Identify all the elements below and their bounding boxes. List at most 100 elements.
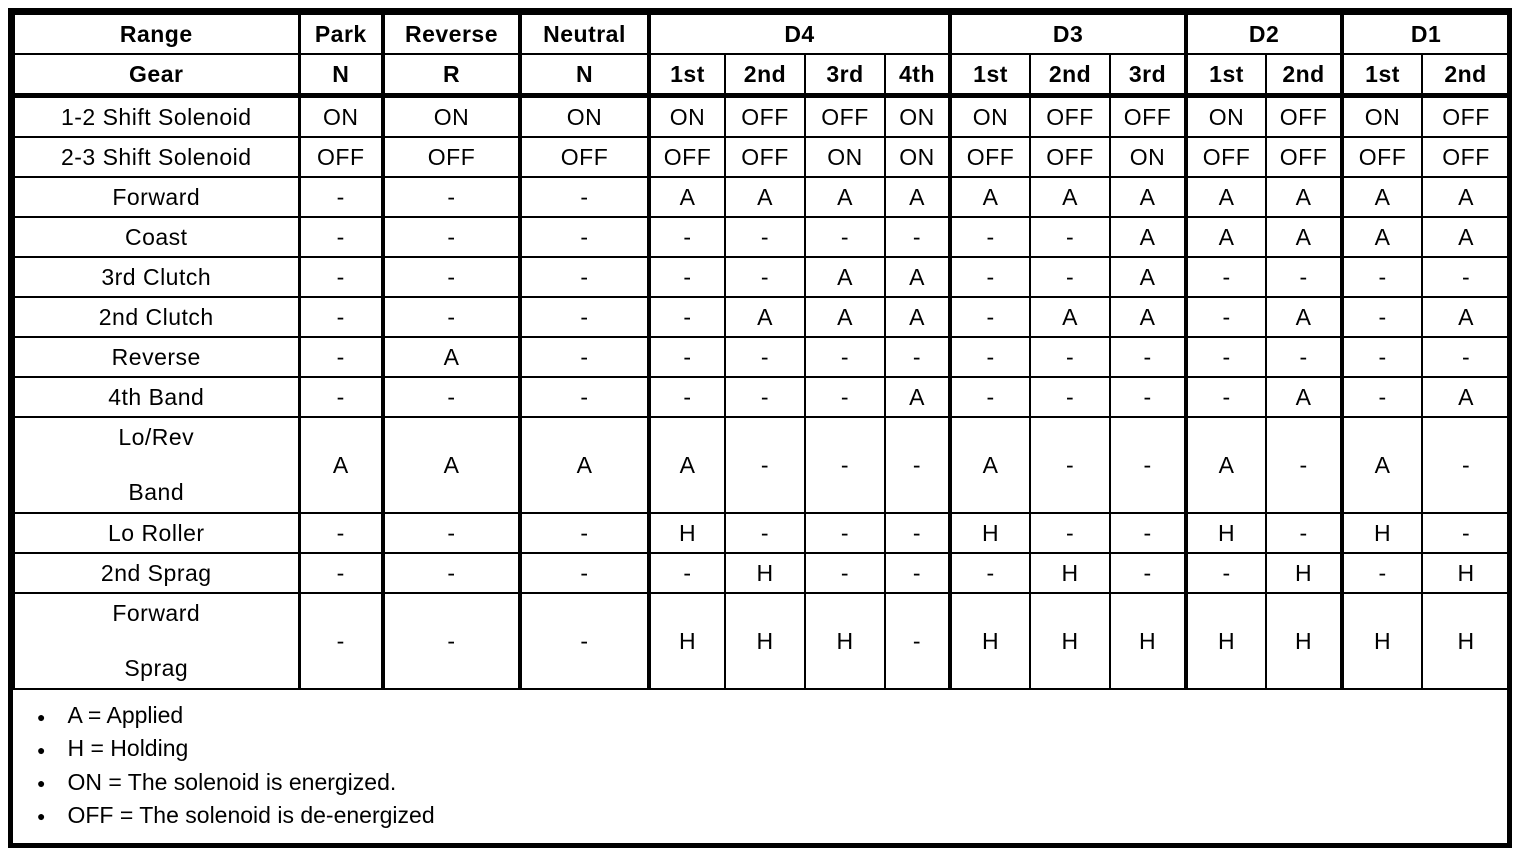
legend-text: ON = The solenoid is energized. bbox=[67, 768, 397, 795]
table-row: 4th Band - - - - - - A - - - - A - A bbox=[13, 376, 1507, 418]
value-cell: - bbox=[519, 296, 651, 338]
value-cell: - bbox=[804, 552, 886, 594]
table-row: 2-3 Shift Solenoid OFF OFF OFF OFF OFF ON ON OFF… bbox=[13, 136, 1507, 178]
value-cell: A bbox=[1185, 176, 1268, 218]
value-cell: - bbox=[724, 512, 806, 554]
legend-text: H = Holding bbox=[67, 735, 189, 762]
gear-header-cell: 1st bbox=[1185, 53, 1268, 98]
value-cell: - bbox=[949, 296, 1032, 338]
gear-header-cell: 3rd bbox=[804, 53, 886, 98]
row-label: 2nd Clutch bbox=[13, 296, 301, 338]
value-cell: - bbox=[724, 416, 806, 514]
value-cell: - bbox=[298, 512, 385, 554]
value-cell: OFF bbox=[648, 136, 726, 178]
value-cell: A bbox=[1341, 416, 1424, 514]
value-cell: ON bbox=[382, 94, 522, 138]
value-cell: - bbox=[648, 552, 726, 594]
legend-item: ● OFF = The solenoid is de-energized bbox=[37, 802, 1487, 829]
value-cell: - bbox=[949, 552, 1032, 594]
value-cell: - bbox=[724, 216, 806, 258]
row-label: Coast bbox=[13, 216, 301, 258]
table-row: Reverse - A - - - - - - - - - - - - bbox=[13, 336, 1507, 378]
value-cell: - bbox=[298, 336, 385, 378]
gear-corner-label: Gear bbox=[13, 53, 301, 98]
gear-header-cell: 1st bbox=[648, 53, 726, 98]
value-cell: - bbox=[1265, 416, 1345, 514]
value-cell: OFF bbox=[949, 136, 1032, 178]
value-cell: A bbox=[724, 176, 806, 218]
value-cell: A bbox=[883, 296, 953, 338]
row-label: Forward bbox=[13, 176, 301, 218]
value-cell: - bbox=[298, 216, 385, 258]
value-cell: A bbox=[1029, 296, 1112, 338]
value-cell: - bbox=[298, 376, 385, 418]
value-cell: - bbox=[883, 336, 953, 378]
value-cell: - bbox=[298, 256, 385, 298]
value-cell: A bbox=[1341, 176, 1424, 218]
value-cell: H bbox=[724, 592, 806, 690]
value-cell: A bbox=[883, 376, 953, 418]
range-group-d4: D4 bbox=[647, 13, 953, 55]
value-cell: - bbox=[1185, 336, 1268, 378]
value-cell: - bbox=[382, 592, 522, 690]
value-cell: OFF bbox=[1421, 94, 1507, 138]
value-cell: - bbox=[382, 552, 522, 594]
value-cell: OFF bbox=[724, 94, 806, 138]
value-cell: - bbox=[1029, 216, 1112, 258]
value-cell: - bbox=[1029, 336, 1112, 378]
value-cell: A bbox=[648, 176, 726, 218]
value-cell: H bbox=[1029, 592, 1112, 690]
value-cell: A bbox=[1421, 176, 1507, 218]
gear-header-cell: 2nd bbox=[1421, 53, 1507, 98]
value-cell: - bbox=[1185, 376, 1268, 418]
value-cell: - bbox=[804, 512, 886, 554]
value-cell: OFF bbox=[1109, 94, 1189, 138]
row-label: Forward Sprag bbox=[13, 592, 301, 690]
legend: ● A = Applied ● H = Holding ● ON = The soleno… bbox=[13, 690, 1507, 843]
table-row: 2nd Sprag - - - - H - - - H - - H - H bbox=[13, 552, 1507, 594]
value-cell: H bbox=[648, 592, 726, 690]
value-cell: OFF bbox=[382, 136, 522, 178]
value-cell: - bbox=[1109, 376, 1189, 418]
application-chart-table: Range Park Reverse Neutral D4 D3 D2 D1 G… bbox=[13, 13, 1507, 690]
value-cell: - bbox=[724, 336, 806, 378]
value-cell: A bbox=[1265, 296, 1345, 338]
row-label: 3rd Clutch bbox=[13, 256, 301, 298]
value-cell: - bbox=[1265, 512, 1345, 554]
value-cell: OFF bbox=[1265, 94, 1345, 138]
application-table-body: 1-2 Shift Solenoid ON ON ON ON OFF OFF ON ON OFF O… bbox=[13, 94, 1507, 690]
value-cell: - bbox=[804, 376, 886, 418]
value-cell: - bbox=[519, 512, 651, 554]
table-row: Lo/Rev Band A A A A - - - A - - A - A - bbox=[13, 416, 1507, 514]
gear-header-cell: 2nd bbox=[724, 53, 806, 98]
value-cell: - bbox=[949, 336, 1032, 378]
gear-header-cell: 4th bbox=[883, 53, 953, 98]
value-cell: - bbox=[1185, 256, 1268, 298]
value-cell: H bbox=[1421, 592, 1507, 690]
value-cell: - bbox=[883, 592, 953, 690]
gear-header-cell: 3rd bbox=[1109, 53, 1189, 98]
value-cell: ON bbox=[804, 136, 886, 178]
value-cell: A bbox=[1265, 216, 1345, 258]
value-cell: - bbox=[949, 376, 1032, 418]
table-row: 2nd Clutch - - - - A A A - A A - A - A bbox=[13, 296, 1507, 338]
value-cell: - bbox=[1029, 512, 1112, 554]
value-cell: - bbox=[1341, 256, 1424, 298]
value-cell: - bbox=[1109, 512, 1189, 554]
range-group-neutral: Neutral bbox=[519, 13, 651, 55]
value-cell: A bbox=[883, 256, 953, 298]
gear-header-cell: 1st bbox=[949, 53, 1032, 98]
value-cell: - bbox=[949, 256, 1032, 298]
table-row: Forward Sprag - - - H H H - H H H H H H H bbox=[13, 592, 1507, 690]
value-cell: - bbox=[1185, 296, 1268, 338]
range-group-d3: D3 bbox=[949, 13, 1189, 55]
value-cell: - bbox=[648, 256, 726, 298]
value-cell: A bbox=[1421, 216, 1507, 258]
value-cell: - bbox=[1421, 256, 1507, 298]
value-cell: ON bbox=[949, 94, 1032, 138]
value-cell: - bbox=[1341, 552, 1424, 594]
table-row: Lo Roller - - - H - - - H - - H - H - bbox=[13, 512, 1507, 554]
row-label: 2nd Sprag bbox=[13, 552, 301, 594]
range-group-park: Park bbox=[298, 13, 385, 55]
row-label: 2-3 Shift Solenoid bbox=[13, 136, 301, 178]
